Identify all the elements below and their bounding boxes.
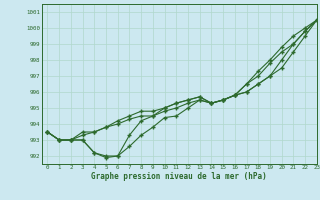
- X-axis label: Graphe pression niveau de la mer (hPa): Graphe pression niveau de la mer (hPa): [91, 172, 267, 181]
